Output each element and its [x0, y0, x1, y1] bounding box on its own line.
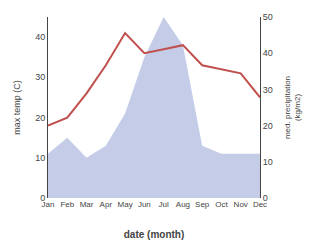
- svg-text:10: 10: [263, 157, 273, 167]
- svg-text:date (month): date (month): [124, 229, 185, 240]
- svg-text:Jul: Jul: [159, 200, 169, 209]
- svg-text:20: 20: [35, 113, 45, 123]
- svg-text:Mar: Mar: [80, 200, 94, 209]
- svg-text:40: 40: [35, 32, 45, 42]
- svg-text:Apr: Apr: [100, 200, 113, 209]
- svg-text:10: 10: [35, 153, 45, 163]
- svg-text:Oct: Oct: [215, 200, 228, 209]
- svg-text:30: 30: [263, 85, 273, 95]
- svg-text:0: 0: [263, 193, 268, 203]
- svg-text:max temp (C): max temp (C): [12, 80, 22, 135]
- svg-text:Sep: Sep: [195, 200, 210, 209]
- svg-text:20: 20: [263, 121, 273, 131]
- svg-text:Aug: Aug: [176, 200, 190, 209]
- svg-text:Jan: Jan: [42, 200, 55, 209]
- svg-text:30: 30: [35, 72, 45, 82]
- svg-text:Jun: Jun: [138, 200, 151, 209]
- svg-text:med. precipitation(kg/m2): med. precipitation(kg/m2): [283, 76, 302, 139]
- svg-text:Dec: Dec: [253, 200, 267, 209]
- svg-text:May: May: [118, 200, 133, 209]
- svg-text:50: 50: [263, 12, 273, 22]
- svg-text:40: 40: [263, 48, 273, 58]
- svg-text:0: 0: [40, 193, 45, 203]
- svg-text:Nov: Nov: [234, 200, 248, 209]
- svg-text:Feb: Feb: [60, 200, 74, 209]
